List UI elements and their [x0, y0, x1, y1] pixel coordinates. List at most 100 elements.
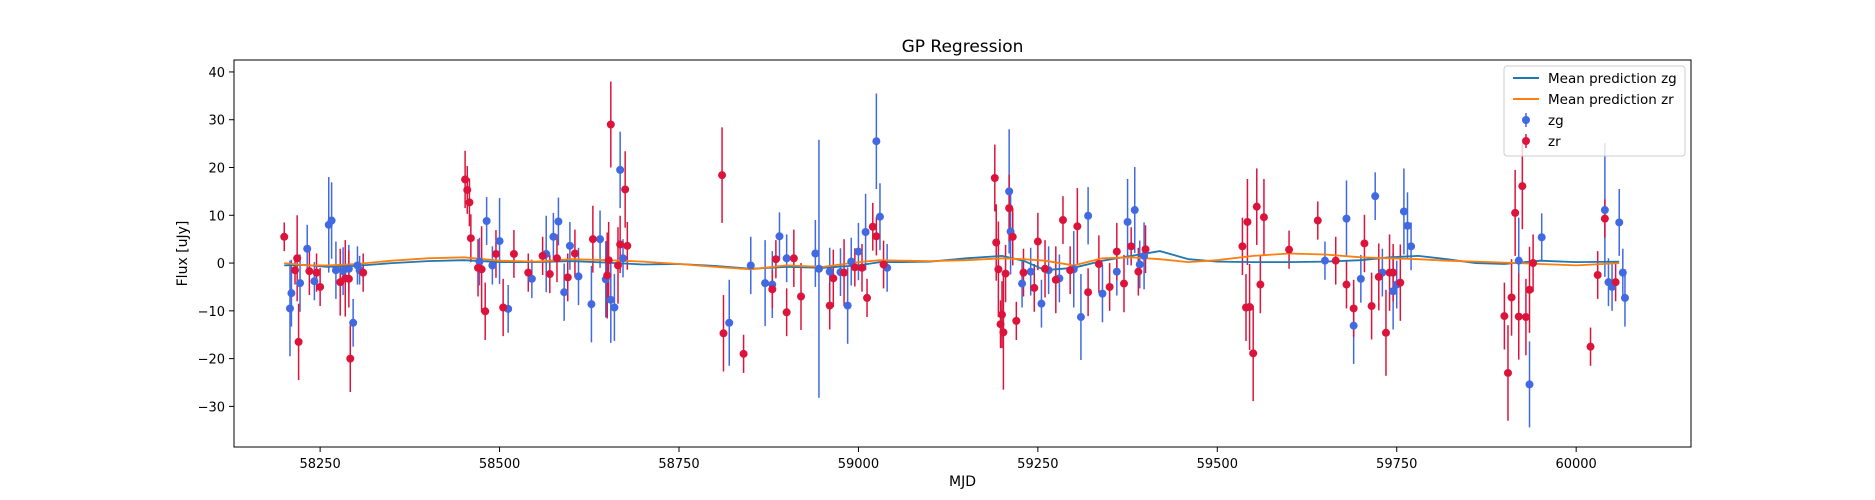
data-point-zg — [1514, 256, 1523, 265]
data-point-zr — [1019, 268, 1028, 277]
data-point-zr — [863, 293, 872, 302]
data-point-zr — [1511, 208, 1520, 217]
data-point-zg — [1525, 380, 1534, 389]
data-point-zg — [1618, 268, 1627, 277]
legend-swatch-zg-points — [1522, 113, 1530, 127]
data-point-zr — [1374, 272, 1383, 281]
data-point-zr — [868, 222, 877, 231]
data-point-zr — [316, 282, 325, 291]
data-point-zr — [1525, 285, 1534, 294]
legend-swatch-zr-points — [1522, 134, 1530, 148]
data-point-zr — [1001, 269, 1010, 278]
data-point-zr — [1285, 245, 1294, 254]
data-point-zr — [1134, 267, 1143, 276]
data-point-zr — [1238, 242, 1247, 251]
data-point-zr — [771, 255, 780, 264]
y-tick-label: −30 — [198, 400, 225, 415]
data-point-zg — [775, 232, 784, 241]
legend-label-zg-points: zg — [1548, 113, 1564, 129]
data-point-zg — [847, 257, 856, 266]
data-point-zr — [621, 185, 630, 194]
data-point-zg — [872, 137, 881, 146]
x-tick-label: 59250 — [1017, 457, 1058, 472]
data-point-zr — [768, 285, 777, 294]
x-tick-label: 59750 — [1376, 457, 1417, 472]
data-point-zr — [1507, 293, 1516, 302]
data-point-zr — [563, 273, 572, 282]
data-point-zr — [1611, 278, 1620, 287]
data-point-zg — [527, 274, 536, 283]
data-point-zr — [1396, 278, 1405, 287]
data-point-zr — [718, 171, 727, 180]
y-axis: −30 −20 −10 0 10 20 30 40 — [198, 66, 234, 415]
y-tick-label: 0 — [217, 257, 225, 272]
x-tick-label: 58750 — [658, 457, 699, 472]
data-point-zr — [346, 354, 355, 363]
data-point-zg — [1135, 260, 1144, 269]
data-point-zr — [999, 328, 1008, 337]
data-point-zg — [285, 304, 294, 313]
data-point-zr — [344, 274, 353, 283]
data-point-zr — [1127, 242, 1136, 251]
data-point-zg — [1123, 217, 1132, 226]
data-point-zg — [1600, 206, 1609, 215]
data-point-zg — [1076, 313, 1085, 322]
data-point-zr — [829, 274, 838, 283]
data-point-zr — [996, 320, 1005, 329]
legend: Mean prediction zg Mean prediction zr zg… — [1503, 65, 1686, 157]
y-tick-label: 40 — [208, 66, 225, 81]
data-point-zr — [481, 307, 490, 316]
data-point-zr — [992, 238, 1001, 247]
y-tick-label: 10 — [208, 209, 225, 224]
data-point-zg — [482, 217, 491, 226]
data-point-zr — [538, 251, 547, 260]
data-point-zg — [1349, 321, 1358, 330]
data-point-zg — [344, 264, 353, 273]
data-point-zr — [1249, 349, 1258, 358]
legend-point — [1522, 137, 1530, 145]
x-tick-label: 60000 — [1555, 457, 1596, 472]
data-point-zg — [1537, 233, 1546, 242]
data-point-zr — [1593, 271, 1602, 279]
data-point-zr — [990, 174, 999, 183]
data-point-zr — [850, 263, 859, 272]
data-point-zr — [1073, 222, 1082, 231]
data-point-zr — [1033, 237, 1042, 246]
data-point-zr — [994, 265, 1003, 274]
data-point-zr — [797, 292, 806, 301]
data-point-zr — [312, 268, 321, 277]
data-point-zr — [825, 301, 834, 310]
data-point-zg — [1037, 299, 1046, 308]
data-point-zr — [1360, 239, 1369, 248]
data-point-zg — [1407, 242, 1416, 251]
data-point-zr — [466, 234, 475, 243]
data-point-zr — [1084, 288, 1093, 297]
data-point-zr — [739, 349, 748, 358]
data-point-zg — [1399, 207, 1408, 216]
data-point-zr — [997, 310, 1006, 319]
data-point-zg — [1140, 251, 1149, 260]
x-tick-label: 59500 — [1197, 457, 1238, 472]
data-point-zg — [565, 241, 574, 250]
data-point-zg — [782, 254, 791, 263]
data-point-zg — [1320, 256, 1329, 265]
data-point-zr — [359, 268, 368, 277]
data-point-zr — [1066, 266, 1075, 275]
data-point-zg — [811, 249, 820, 258]
data-point-zg — [488, 261, 497, 270]
data-point-zg — [619, 254, 628, 263]
data-point-zr — [782, 308, 791, 317]
data-point-zr — [613, 261, 622, 270]
data-point-zr — [524, 268, 533, 277]
mean-prediction-line-0 — [284, 250, 1620, 272]
data-point-zr — [1521, 313, 1530, 322]
data-point-zr — [477, 265, 486, 274]
data-point-zr — [1500, 312, 1509, 321]
data-point-zg — [1615, 218, 1624, 227]
data-point-zg — [814, 264, 823, 273]
data-point-zr — [872, 232, 881, 241]
data-point-zg — [560, 288, 569, 297]
y-tick-label: −10 — [198, 305, 225, 320]
data-point-zr — [616, 240, 625, 249]
data-point-zr — [1041, 264, 1050, 273]
